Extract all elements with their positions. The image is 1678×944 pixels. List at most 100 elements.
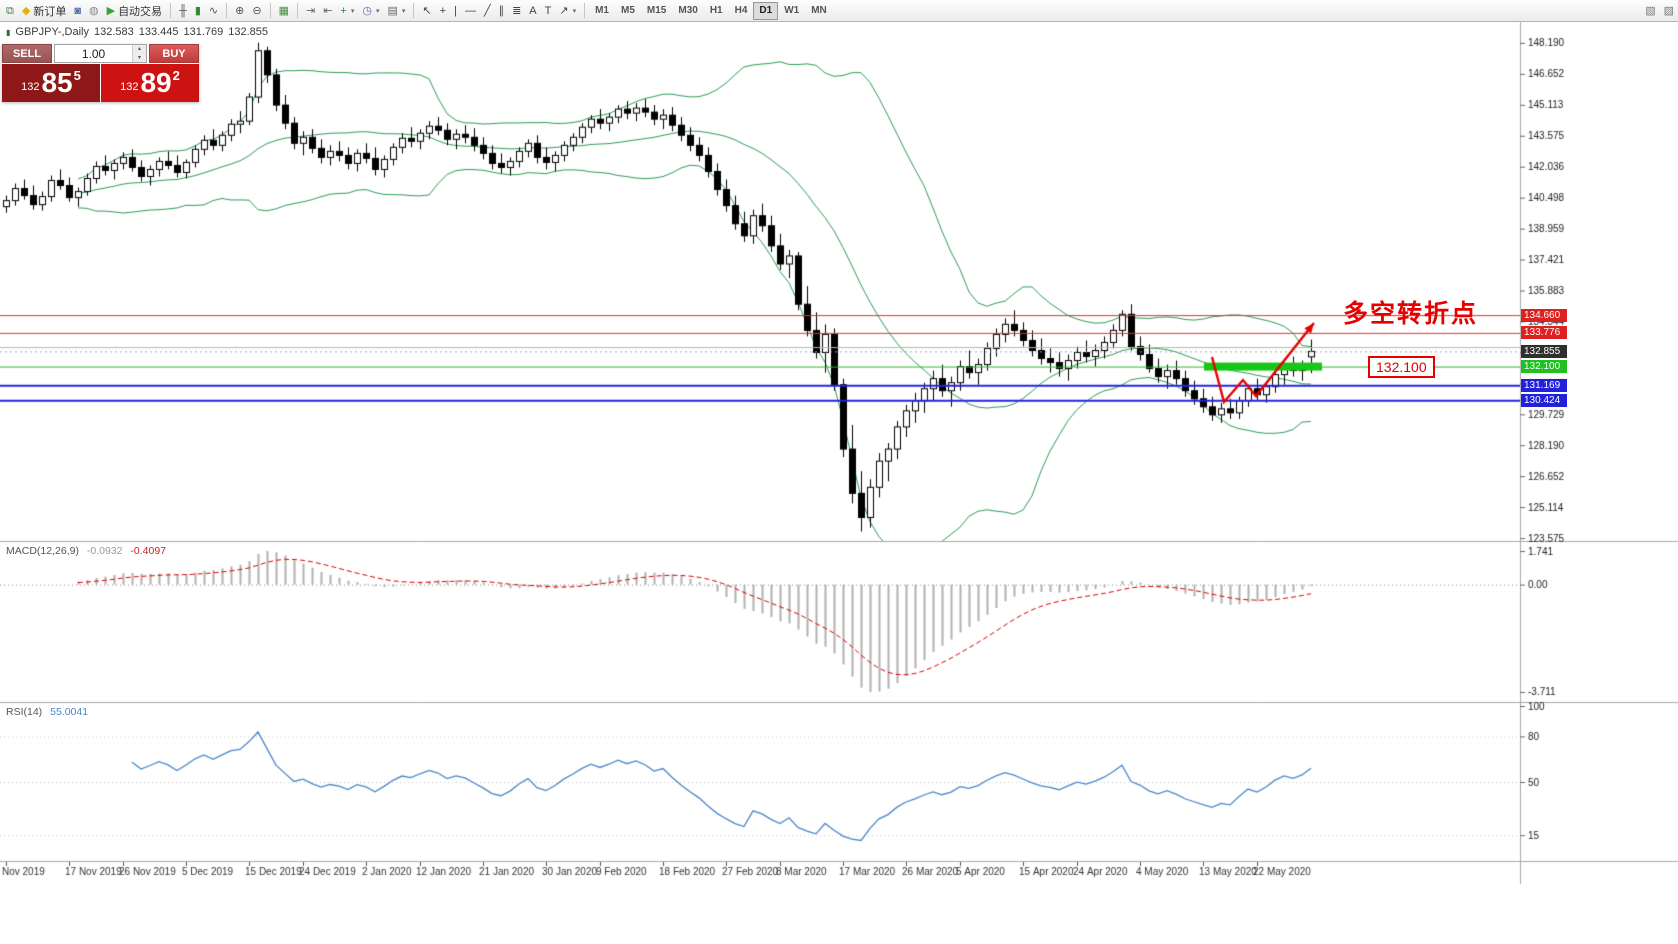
ohlc-close: 132.855 — [228, 26, 269, 38]
macd-main-value: -0.0932 — [86, 545, 123, 557]
macd-indicator-label: MACD(12,26,9) -0.0932 -0.4097 — [6, 545, 166, 557]
rsi-panel[interactable] — [0, 703, 1520, 861]
candlestick-chart-icon: ▮ — [194, 4, 201, 17]
timeframe-h4-button[interactable]: H4 — [729, 2, 754, 20]
zoom-out-icon: ⊖ — [252, 4, 262, 17]
line-chart-icon[interactable]: ∿ — [205, 1, 222, 21]
crosshair-icon[interactable]: + — [436, 1, 450, 21]
horizontal-line-icon: — — [464, 4, 476, 17]
tile-windows-icon[interactable]: ▦ — [275, 1, 293, 21]
timeframe-m30-button[interactable]: M30 — [672, 2, 703, 20]
timeframe-label: M15 — [646, 4, 667, 16]
sell-price-display[interactable]: 132 85 5 — [2, 64, 100, 102]
one-click-trading-panel: SELL ▴ ▾ BUY 132 85 5 132 89 2 — [2, 44, 199, 102]
toolbar-extra-icon-1[interactable]: ▧ — [1641, 1, 1659, 21]
indicators-icon: + — [340, 4, 347, 17]
chart-shift-icon[interactable]: ⇤ — [319, 1, 336, 21]
new-order-button[interactable]: ◆ 新订单 — [18, 1, 70, 21]
sell-price-big: 85 — [41, 67, 73, 98]
new-chart-icon[interactable]: ⧉ — [2, 1, 18, 21]
price-chip-130.424: 130.424 — [1521, 393, 1567, 407]
timeframe-d1-button[interactable]: D1 — [753, 1, 779, 20]
text-label-icon[interactable]: T — [541, 1, 556, 21]
trendline-icon[interactable]: ╱ — [480, 1, 495, 21]
toolbar-separator — [296, 3, 298, 18]
buy-price-display[interactable]: 132 89 2 — [101, 64, 199, 102]
price-scale[interactable] — [1520, 22, 1678, 862]
new-order-icon: ◆ — [21, 4, 31, 17]
ohlc-low: 131.769 — [183, 26, 224, 38]
text-label-icon: T — [544, 4, 552, 17]
timeframe-w1-button[interactable]: W1 — [778, 2, 805, 20]
text-icon: A — [529, 4, 537, 17]
rsi-indicator-label: RSI(14) 55.0041 — [6, 706, 88, 718]
candlestick-chart-icon[interactable]: ▮ — [191, 1, 205, 21]
macd-name: MACD(12,26,9) — [6, 545, 79, 557]
volume-input[interactable] — [55, 45, 132, 62]
toolbar-extra-icon-1: ▧ — [1645, 4, 1656, 17]
turning-point-annotation: 多空转折点 — [1343, 300, 1479, 328]
toolbar-extra-icon-2: ▨ — [1663, 4, 1674, 17]
timeframe-m15-button[interactable]: M15 — [641, 2, 672, 20]
volume-up-button[interactable]: ▴ — [133, 45, 146, 54]
time-scale[interactable] — [0, 862, 1678, 884]
channel-icon: ∥ — [498, 4, 505, 17]
cursor-icon[interactable]: ↖ — [418, 1, 435, 21]
new-chart-icon: ⧉ — [6, 4, 14, 17]
rsi-value: 55.0041 — [50, 706, 89, 718]
auto-trading-button[interactable]: ▶ 自动交易 — [103, 1, 166, 21]
sounds-icon[interactable]: ◍ — [85, 1, 103, 21]
auto-trading-button-label: 自动交易 — [118, 5, 163, 18]
channel-icon[interactable]: ∥ — [495, 1, 509, 21]
main-chart-area[interactable] — [0, 22, 1520, 541]
auto-scroll-icon[interactable]: ⇥ — [302, 1, 319, 21]
rsi-name: RSI(14) — [6, 706, 43, 718]
timeframe-label: M1 — [595, 4, 609, 16]
arrows-icon[interactable]: ↗ ▾ — [555, 1, 580, 21]
zoom-out-icon[interactable]: ⊖ — [248, 1, 265, 21]
cursor-icon: ↖ — [422, 4, 432, 17]
profiles-icon[interactable]: ◙ — [70, 1, 85, 21]
fibonacci-icon[interactable]: ≣ — [508, 1, 525, 21]
trendline-icon: ╱ — [483, 4, 491, 17]
fibonacci-icon: ≣ — [512, 4, 522, 17]
toolbar-extra-icon-2[interactable]: ▨ — [1660, 1, 1678, 21]
timeframe-label: D1 — [759, 4, 773, 16]
periods-icon-caret: ▾ — [375, 7, 380, 15]
horizontal-line-icon[interactable]: — — [461, 1, 480, 21]
vertical-line-icon[interactable]: | — [450, 1, 461, 21]
text-icon[interactable]: A — [525, 1, 540, 21]
sounds-icon: ◍ — [88, 4, 99, 17]
volume-box: ▴ ▾ — [54, 44, 147, 63]
chart-shift-icon: ⇤ — [323, 4, 333, 17]
timeframe-label: W1 — [784, 4, 800, 16]
indicators-icon-caret: ▾ — [350, 7, 355, 15]
timeframe-h1-button[interactable]: H1 — [704, 2, 729, 20]
mini-chart-icon: ▮ — [6, 27, 11, 37]
price-chip-134.660: 134.660 — [1521, 308, 1567, 322]
templates-icon[interactable]: ▤ ▾ — [384, 1, 410, 21]
timeframe-label: M5 — [621, 4, 635, 16]
timeframe-m1-button[interactable]: M1 — [589, 2, 615, 20]
profiles-icon: ◙ — [74, 4, 81, 17]
auto-scroll-icon: ⇥ — [305, 4, 316, 17]
indicators-icon[interactable]: + ▾ — [336, 1, 358, 21]
periods-icon[interactable]: ◷ ▾ — [358, 1, 383, 21]
buy-button[interactable]: BUY — [149, 44, 199, 63]
macd-signal-value: -0.4097 — [130, 545, 167, 557]
sell-button[interactable]: SELL — [2, 44, 52, 63]
price-chip-131.169: 131.169 — [1521, 378, 1567, 392]
periods-icon: ◷ — [362, 4, 372, 17]
templates-icon: ▤ — [387, 4, 398, 17]
zoom-in-icon[interactable]: ⊕ — [231, 1, 248, 21]
bar-chart-icon[interactable]: ╫ — [175, 1, 191, 21]
arrows-icon: ↗ — [559, 4, 569, 17]
macd-panel[interactable] — [0, 542, 1520, 702]
timeframe-mn-button[interactable]: MN — [805, 2, 833, 20]
timeframe-m5-button[interactable]: M5 — [615, 2, 641, 20]
crosshair-icon: + — [439, 4, 447, 17]
volume-down-button[interactable]: ▾ — [133, 53, 146, 62]
vertical-line-icon: | — [454, 4, 457, 17]
